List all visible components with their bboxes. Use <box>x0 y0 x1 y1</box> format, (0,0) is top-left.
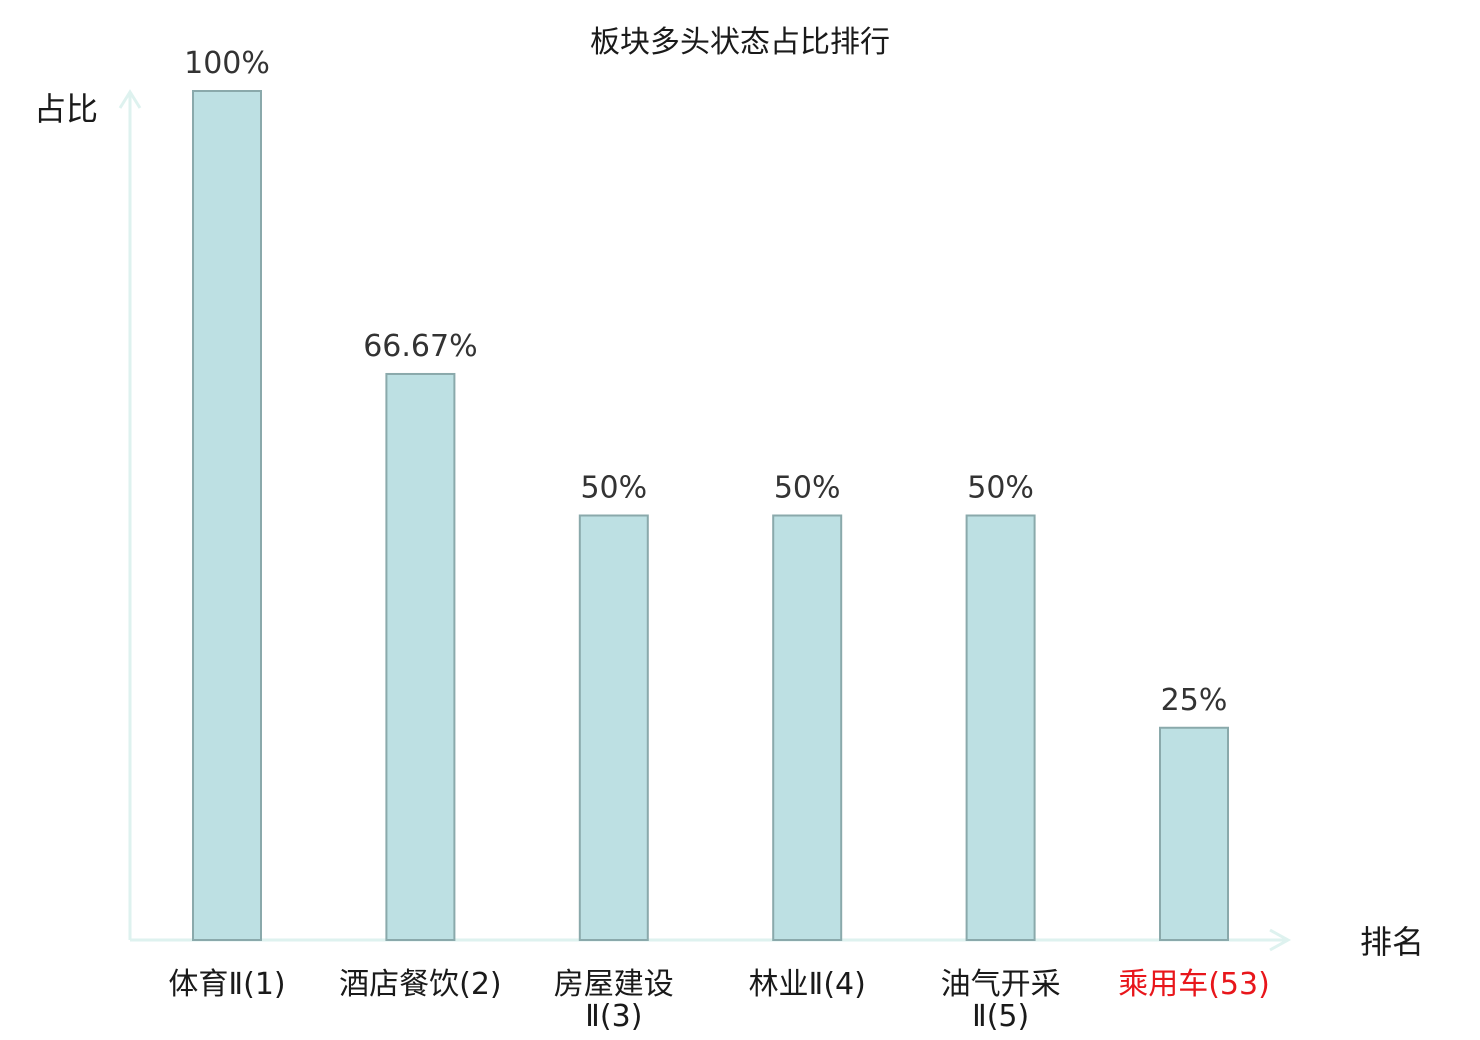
category-label-4: 林业Ⅱ(4) <box>749 967 866 1002</box>
y-axis-label: 占比 <box>34 90 98 128</box>
data-label-3: 50% <box>580 471 647 506</box>
category-label-5: 油气开采 Ⅱ(5) <box>941 967 1061 1034</box>
data-label-1: 100% <box>184 46 270 81</box>
category-label-1: 体育Ⅱ(1) <box>168 967 285 1002</box>
data-label-2: 66.67% <box>363 329 477 364</box>
bar-4 <box>772 514 843 941</box>
bar-3 <box>578 514 649 941</box>
data-labels-group: 100% 66.67% 50% 50% 50% 25% <box>184 46 1227 718</box>
category-label-6: 乘用车(53) <box>1118 967 1270 1002</box>
category-labels-group: 体育Ⅱ(1) 酒店餐饮(2) 房屋建设 Ⅱ(3) 林业Ⅱ(4) 油气开采 Ⅱ(5) 乘用车(5… <box>168 967 1269 1034</box>
data-label-5: 50% <box>967 471 1034 506</box>
x-axis-label: 排名 <box>1360 923 1424 961</box>
x-axis <box>130 928 1292 952</box>
bar-5 <box>965 514 1036 941</box>
chart-title: 板块多头状态占比排行 <box>590 25 890 60</box>
y-axis <box>118 89 142 940</box>
data-label-6: 25% <box>1161 683 1228 718</box>
bar-1 <box>192 90 262 941</box>
category-label-3: 房屋建设 Ⅱ(3) <box>554 967 674 1034</box>
category-label-2: 酒店餐饮(2) <box>339 967 502 1002</box>
bar-6 <box>1159 726 1229 941</box>
data-label-4: 50% <box>774 471 841 506</box>
bar-2 <box>385 372 456 942</box>
bars-group <box>192 90 1229 942</box>
